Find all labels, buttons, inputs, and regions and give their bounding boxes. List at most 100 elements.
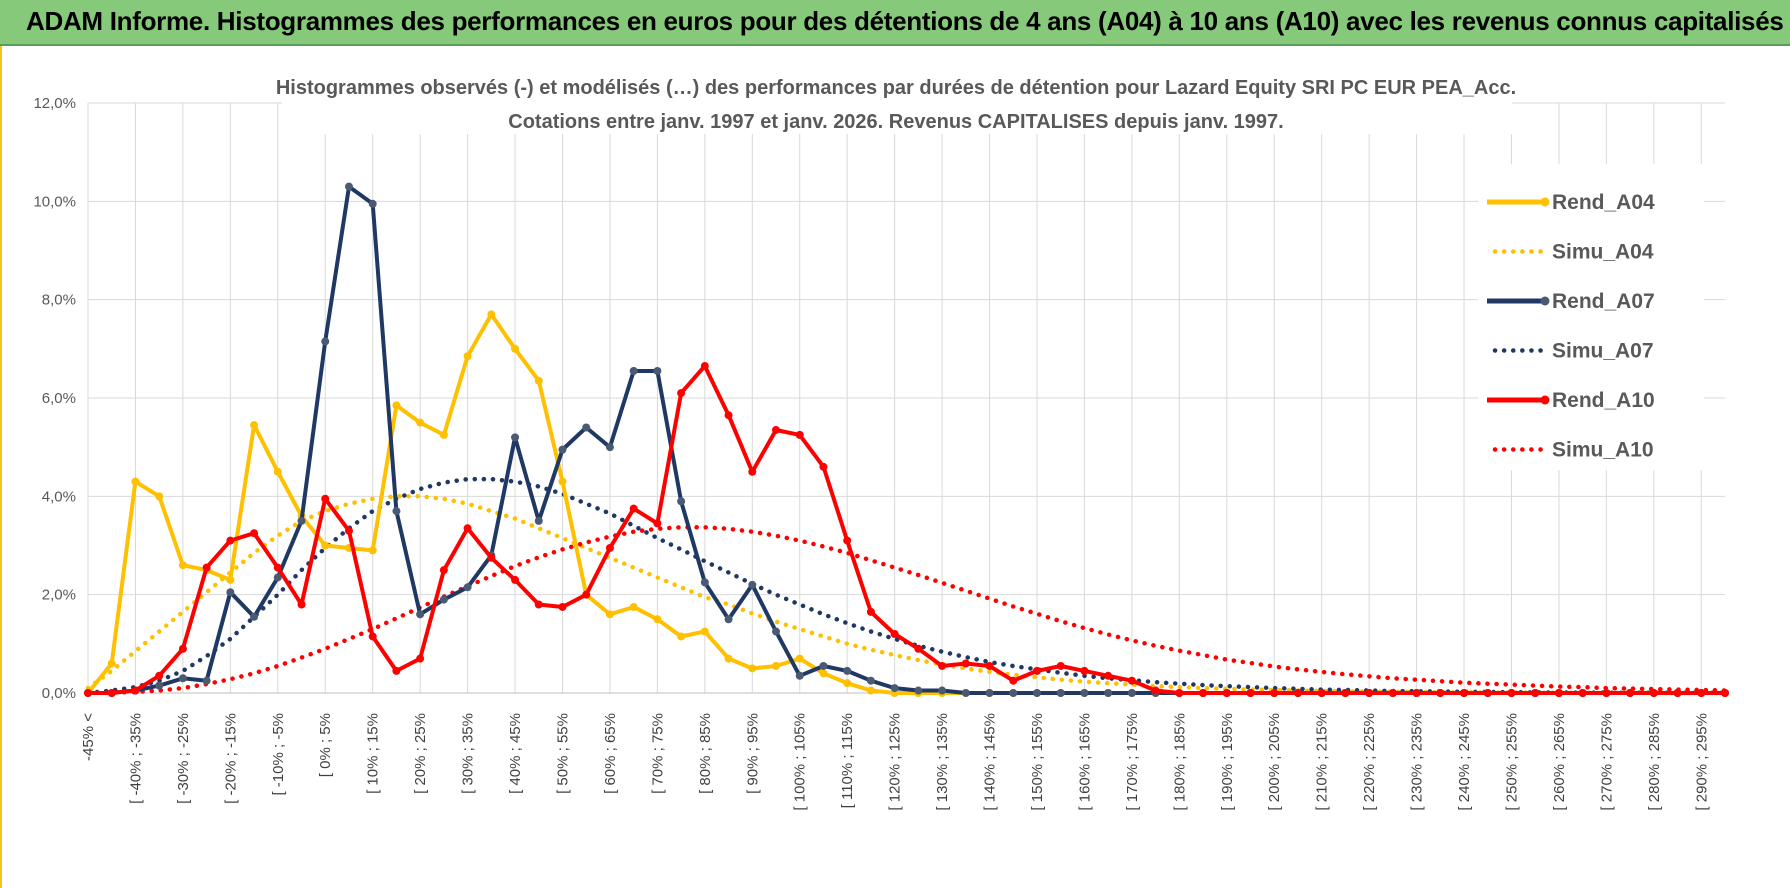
data-point-rend-a07: [605, 443, 614, 452]
x-tick-label: [ 270% ; 275%: [1598, 713, 1615, 811]
data-point-rend-a07: [985, 689, 994, 697]
series: [84, 182, 1729, 697]
chart-title: Histogrammes observés (-) et modélisés (…: [276, 77, 1516, 99]
data-point-rend-a07: [700, 578, 709, 587]
x-tick-label: [ -30% ; -25%: [175, 713, 192, 804]
y-tick-label: 6,0%: [42, 390, 76, 407]
data-point-rend-a04: [155, 492, 164, 501]
y-tick-label: 12,0%: [33, 95, 76, 112]
data-point-rend-a04: [819, 669, 828, 678]
data-point-rend-a10: [1341, 689, 1350, 697]
data-point-rend-a07: [321, 337, 330, 346]
data-point-rend-a07: [226, 588, 235, 597]
data-point-rend-a04: [843, 679, 852, 688]
x-tick-label: [ 70% ; 75%: [649, 713, 666, 794]
data-point-rend-a10: [1032, 666, 1041, 675]
series-line-simu-a10: [85, 525, 1728, 696]
data-point-rend-a10: [534, 600, 543, 609]
data-point-rend-a07: [629, 366, 638, 375]
data-point-rend-a10: [1412, 689, 1421, 697]
data-point-rend-a10: [416, 654, 425, 663]
x-tick-label: [ 230% ; 235%: [1409, 713, 1426, 811]
axes: 0,0% 2,0% 4,0% 6,0% 8,0% 10,0% 12,0% -45% < [ -4…: [33, 95, 1725, 811]
data-point-rend-a07: [511, 433, 520, 442]
data-point-rend-a04: [226, 575, 235, 584]
data-point-rend-a10: [629, 504, 638, 513]
data-point-rend-a10: [1436, 689, 1445, 697]
data-point-rend-a04: [677, 632, 686, 641]
x-tick-label: [ 0% ; 5%: [317, 713, 334, 777]
data-point-rend-a10: [1483, 689, 1492, 697]
data-point-rend-a10: [107, 689, 116, 697]
y-tick-label: 0,0%: [42, 685, 76, 702]
data-point-rend-a07: [961, 689, 970, 697]
data-point-rend-a10: [1246, 689, 1255, 697]
y-tick-label: 2,0%: [42, 587, 76, 604]
data-point-rend-a10: [439, 566, 448, 575]
data-point-rend-a04: [558, 477, 567, 486]
data-point-rend-a10: [392, 666, 401, 675]
x-tick-label: [ 250% ; 255%: [1503, 713, 1520, 811]
data-point-rend-a10: [155, 671, 164, 680]
x-tick-label: [ 140% ; 145%: [982, 713, 999, 811]
legend-label-rend-a10: Rend_A10: [1552, 389, 1655, 412]
data-point-rend-a04: [795, 654, 804, 663]
data-point-rend-a10: [890, 630, 899, 638]
data-point-rend-a07: [297, 516, 306, 525]
legend-label-simu-a10: Simu_A10: [1552, 439, 1654, 462]
legend-box: [1478, 164, 1704, 470]
data-point-rend-a07: [819, 661, 828, 670]
data-point-rend-a10: [1460, 689, 1469, 697]
data-point-rend-a04: [416, 418, 425, 427]
data-point-rend-a10: [226, 536, 235, 545]
data-point-rend-a10: [914, 644, 923, 653]
data-point-rend-a10: [463, 524, 472, 533]
data-point-rend-a10: [1649, 689, 1658, 697]
data-point-rend-a10: [1104, 671, 1113, 680]
data-point-rend-a10: [273, 563, 282, 572]
x-tick-label: [ 50% ; 55%: [554, 713, 571, 794]
data-point-rend-a10: [368, 632, 377, 641]
data-point-rend-a10: [1578, 689, 1587, 697]
data-point-rend-a10: [1175, 689, 1184, 697]
data-point-rend-a07: [250, 612, 259, 621]
x-tick-label: [ 290% ; 295%: [1693, 713, 1710, 811]
data-point-rend-a10: [1056, 661, 1065, 670]
y-tick-label: 10,0%: [33, 193, 76, 210]
data-point-rend-a04: [724, 654, 733, 663]
data-point-rend-a10: [84, 689, 92, 697]
chart-frame: [0, 46, 1790, 888]
x-tick-label: [ 280% ; 285%: [1646, 713, 1663, 811]
x-tick-label: [ 60% ; 65%: [602, 713, 619, 794]
data-point-rend-a04: [178, 561, 187, 570]
data-point-rend-a07: [1127, 689, 1136, 697]
data-point-rend-a10: [1199, 689, 1208, 697]
x-tick-label: [ 130% ; 135%: [934, 713, 951, 811]
data-point-rend-a10: [1697, 689, 1706, 697]
data-point-rend-a04: [368, 546, 377, 555]
data-point-rend-a10: [724, 411, 733, 420]
x-tick-label: [ 120% ; 125%: [887, 713, 904, 811]
legend-label-simu-a07: Simu_A07: [1552, 340, 1654, 363]
data-point-rend-a10: [748, 467, 757, 476]
data-point-rend-a07: [368, 199, 377, 208]
x-tick-label: [ 170% ; 175%: [1124, 713, 1141, 811]
data-point-rend-a07: [202, 676, 211, 685]
x-tick-label: [ 210% ; 215%: [1314, 713, 1331, 811]
data-point-rend-a07: [344, 182, 353, 191]
data-point-rend-a07: [178, 674, 187, 683]
data-point-rend-a07: [795, 671, 804, 680]
data-point-rend-a10: [131, 686, 140, 695]
data-point-rend-a10: [843, 536, 852, 545]
data-point-rend-a10: [819, 462, 828, 471]
data-point-rend-a04: [534, 376, 543, 385]
data-point-rend-a10: [1270, 689, 1279, 697]
data-point-rend-a10: [297, 600, 306, 609]
chart-subtitle: Cotations entre janv. 1997 et janv. 2026…: [508, 111, 1283, 133]
x-tick-label: [ 150% ; 155%: [1029, 713, 1046, 811]
data-point-rend-a04: [107, 659, 116, 668]
data-point-rend-a07: [677, 497, 686, 506]
data-point-rend-a10: [700, 362, 709, 371]
data-point-rend-a10: [582, 590, 591, 599]
data-point-rend-a04: [487, 310, 496, 319]
